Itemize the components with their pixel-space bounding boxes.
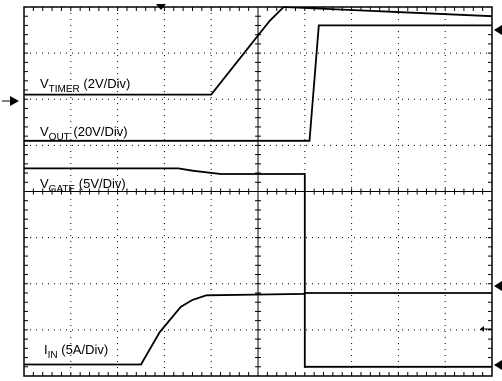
- trigger-position-marker: [156, 4, 166, 10]
- traces: [24, 6, 493, 368]
- channel-marker-right-3: [494, 360, 502, 370]
- series-label-vout: VOUT (20V/Div): [40, 124, 128, 143]
- graticule: [23, 6, 493, 377]
- channel-marker-right-2: [494, 281, 502, 291]
- trace-vgate: [24, 167, 492, 368]
- series-label-vtimer: VTIMER (2V/Div): [40, 76, 130, 95]
- trace-iin: [24, 292, 492, 366]
- series-label-iin: IIN (5A/Div): [44, 342, 108, 361]
- series-label-vgate: VGATE (5V/Div): [40, 176, 126, 195]
- channel-marker-left: [10, 96, 19, 106]
- trace-vtimer: [24, 6, 493, 96]
- channel-markers: [2, 4, 502, 370]
- graticule-frame: [23, 6, 493, 377]
- trigger-level-arrow: [480, 326, 484, 332]
- trace-vout: [24, 24, 492, 142]
- channel-marker-right-1: [494, 25, 502, 35]
